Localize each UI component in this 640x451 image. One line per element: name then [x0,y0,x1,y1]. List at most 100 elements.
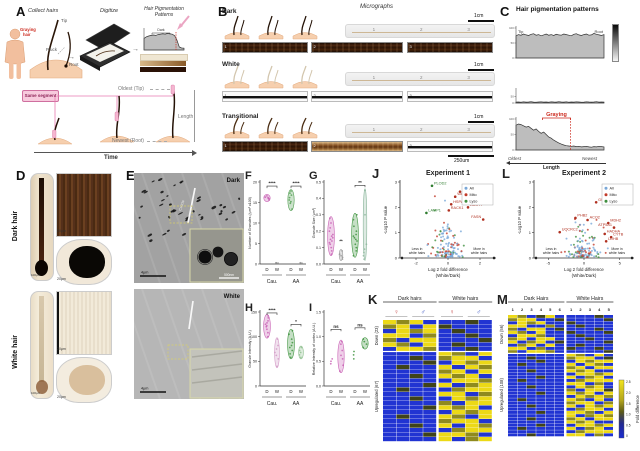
graying-hair-label-line2: hair [23,32,31,37]
scan-strip-dark [140,67,186,72]
row-group-label: Down (23) [374,325,379,345]
heatmap-cell [594,388,604,392]
heatmap-cell [438,423,452,428]
macro-hair-line [351,131,492,133]
panel-d-letter: D [16,168,26,183]
heatmap-cell [409,333,423,338]
tem-label: White [224,294,241,300]
data-point [340,340,343,343]
cuticle-label: Cuticle [178,200,185,212]
data-point [355,246,358,249]
heatmap-cell [604,369,613,373]
y-tick-label: 0 [529,255,532,260]
x-category: D [265,267,268,272]
heatmap-cell [396,392,410,397]
heatmap-cell [383,428,396,433]
heatmap-cell [566,375,576,379]
heatmap-cell [465,401,479,406]
granule-size-plot: G 0.0 0.1 0.2 0.3 0.4 0.5 Granule Size (μm²) D W D… [309,170,370,285]
volcano-point [576,250,579,253]
heatmap-cell [508,347,517,350]
heatmap-cell [555,347,564,350]
dark-annotation: Dark [157,28,164,32]
volcano-point [606,247,609,250]
heatmap-cell [452,405,465,410]
data-point [362,346,365,349]
colorbar-tick-label: 1.5 [626,402,631,406]
heatmap-cell [517,337,527,341]
person-leg [9,62,14,79]
heatmap-cell [594,366,604,370]
panel-letter: F [245,170,252,182]
sig-label: ** [339,239,343,244]
heatmap-cell [555,388,564,392]
heatmap-cell [575,353,585,357]
segment-marker [114,111,119,122]
heatmap-cell [545,401,555,405]
melanin-granule [159,203,164,207]
heatmap-cell [465,324,479,329]
heatmap-cell [396,374,410,379]
heatmap-cell [423,432,437,437]
segment-number: 3 [409,142,412,148]
gene-point [430,184,434,188]
heatmap-cell [585,427,595,430]
thumb-hair [301,117,307,135]
volcano-point [444,199,446,202]
heatmap-cell [478,414,492,419]
x-category: D [329,389,332,394]
hair-strand [46,19,59,71]
heatmap-cell [585,334,595,338]
heatmap-cell [452,401,465,406]
heatmap-cell [545,420,555,424]
heatmap-cell [465,356,479,361]
x-category: D [353,389,356,394]
heatmap-cell [423,369,437,374]
volcano-point [597,256,600,259]
heatmap-cell [423,351,437,356]
panel-letter: G [309,170,318,182]
micrograph-segment-trans: 3 [407,141,493,152]
melanin-granule [198,213,201,216]
heatmap-cell [526,430,536,434]
melanosome [224,252,239,267]
melanin-granule [211,205,217,210]
heatmap-cell [526,398,536,402]
thumb-mound [292,81,318,89]
heatmap-cell [478,405,492,410]
heatmap-cell [575,404,585,408]
heatmap-cell [478,396,492,401]
heatmap-cell [604,379,613,382]
volcano-point [446,225,449,228]
sig-label: **** [292,181,299,186]
heatmap-cell [438,369,452,374]
data-point [276,365,278,368]
heatmap-cell [517,391,527,395]
heatmap-cell [383,419,396,424]
heatmap-cell [594,343,604,347]
heatmap-cell [555,340,564,344]
heatmap-cell [478,320,492,325]
heatmap-cell [465,414,479,419]
data-point [364,213,366,216]
heatmap-cell [536,395,546,398]
x-category: W [275,389,280,394]
data-point [331,236,334,239]
scale-label: 20μm [57,347,66,351]
heatmap-cell [545,366,555,370]
heatmap-cell [465,396,479,401]
thumb-hair [301,65,307,85]
heatmap-cell [604,411,613,414]
heatmap-cell [517,388,527,392]
heatmap-cell [409,383,423,388]
heatmap-cell [536,414,546,418]
heatmap-cell [526,363,536,366]
heatmap-cell [409,405,423,410]
macro-number: 2 [420,27,423,32]
data-point [331,358,334,360]
y-tick-label: 0 [512,148,514,152]
heatmap-cell [383,374,396,379]
volcano-point [578,252,581,255]
heatmap-cell [478,347,492,352]
skin-mound [99,135,135,143]
